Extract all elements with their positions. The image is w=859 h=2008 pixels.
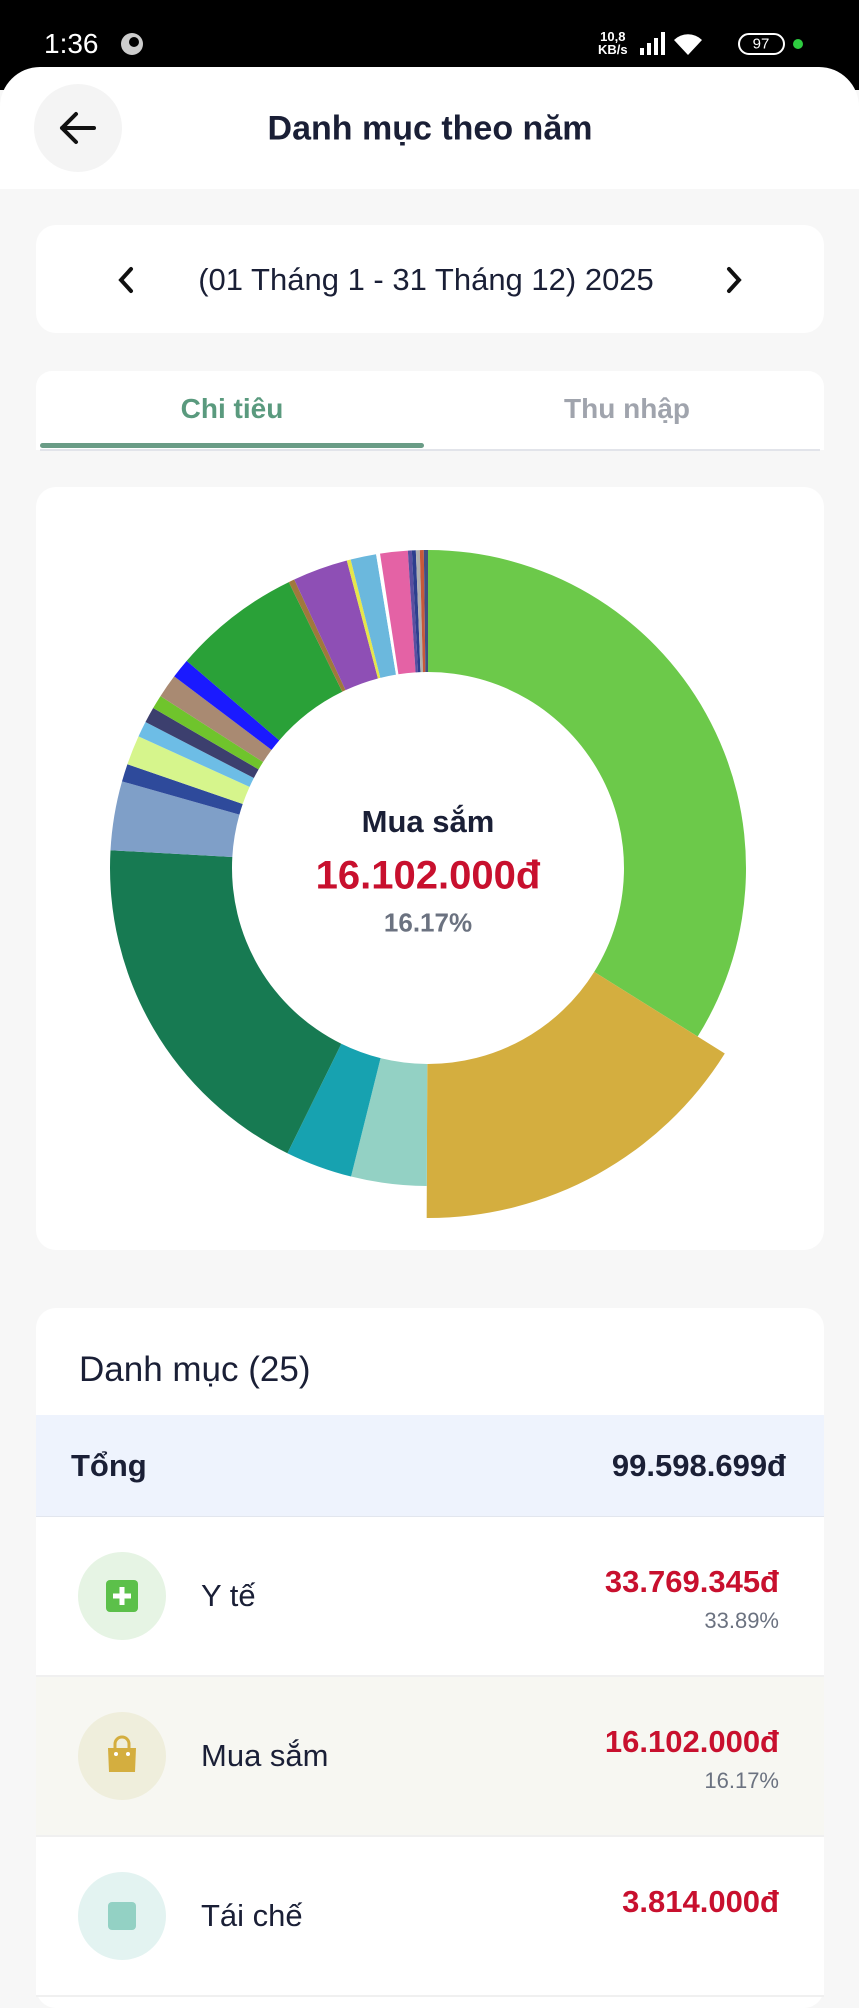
- donut-slice[interactable]: [415, 550, 423, 673]
- category-icon: [78, 1872, 166, 1960]
- donut-slice[interactable]: [127, 736, 250, 805]
- donut-slice[interactable]: [419, 550, 426, 673]
- donut-slice[interactable]: [145, 708, 259, 779]
- donut-slice[interactable]: [426, 971, 725, 1218]
- category-row[interactable]: [36, 1517, 824, 1677]
- total-value: 99.598.699đ: [611, 1448, 786, 1483]
- donut-slice[interactable]: [153, 696, 264, 770]
- center-value: 16.102.000đ: [315, 853, 541, 898]
- speed-value: 10,8: [600, 29, 626, 44]
- donut-slice[interactable]: [174, 660, 280, 750]
- total-row: [36, 1415, 824, 1518]
- donut-slice[interactable]: [376, 553, 399, 675]
- donut-slice[interactable]: [109, 850, 342, 1154]
- tab-divider: [40, 449, 820, 451]
- category-name: Tái chế: [201, 1898, 303, 1933]
- donut-slice[interactable]: [407, 550, 419, 673]
- category-name: Mua sắm: [201, 1738, 329, 1773]
- network-speed: 10,8 KB/s: [598, 30, 628, 56]
- prev-period[interactable]: [113, 265, 141, 295]
- header: [0, 67, 859, 189]
- donut-slice[interactable]: [110, 781, 240, 858]
- back-button[interactable]: [34, 84, 122, 172]
- category-row[interactable]: [36, 1677, 824, 1837]
- category-percent: 16.17%: [704, 1768, 779, 1793]
- page-title: Danh mục theo năm: [267, 109, 593, 148]
- tab[interactable]: Chi tiêu: [180, 393, 284, 424]
- app-icon: [121, 33, 143, 55]
- donut-slice[interactable]: [423, 550, 428, 673]
- next-period[interactable]: [719, 265, 747, 295]
- donut-slice[interactable]: [351, 1058, 428, 1186]
- donut-slice[interactable]: [288, 579, 346, 692]
- category-amount: 16.102.000đ: [604, 1724, 779, 1759]
- donut-slice[interactable]: [122, 764, 243, 815]
- battery-level: 97: [752, 35, 770, 53]
- center-label: Mua sắm: [361, 804, 495, 839]
- tab[interactable]: Thu nhập: [564, 393, 690, 424]
- donut-slice[interactable]: [186, 582, 343, 741]
- donut-slice[interactable]: [160, 676, 272, 763]
- category-icon: [78, 1552, 166, 1640]
- category-name: Y tế: [201, 1578, 256, 1613]
- category-amount: 3.814.000đ: [622, 1884, 779, 1919]
- donut-slice[interactable]: [346, 559, 381, 679]
- donut-slice[interactable]: [138, 722, 254, 787]
- status-time: 1:36: [44, 28, 99, 59]
- category-icon: [78, 1712, 166, 1800]
- donut-slice[interactable]: [411, 550, 421, 673]
- category-percent: 33.89%: [704, 1608, 779, 1633]
- center-percent: 16.17%: [383, 907, 473, 938]
- category-amount: 33.769.345đ: [604, 1564, 779, 1599]
- period-label: (01 Tháng 1 - 31 Tháng 12) 2025: [198, 262, 654, 297]
- tabs: [36, 371, 824, 450]
- donut-slice[interactable]: [294, 560, 378, 691]
- total-label: Tổng: [71, 1448, 147, 1483]
- donut-slice[interactable]: [428, 550, 746, 1037]
- donut-slice[interactable]: [287, 1043, 381, 1177]
- donut-chart: [109, 550, 746, 1218]
- period-card: [36, 225, 824, 333]
- donut-slice[interactable]: [380, 550, 416, 675]
- list-title: Danh mục (25): [79, 1350, 311, 1389]
- donut-slice[interactable]: [350, 554, 397, 678]
- speed-unit: KB/s: [598, 42, 628, 57]
- status-icons: [640, 32, 803, 55]
- tab-indicator: [40, 443, 424, 448]
